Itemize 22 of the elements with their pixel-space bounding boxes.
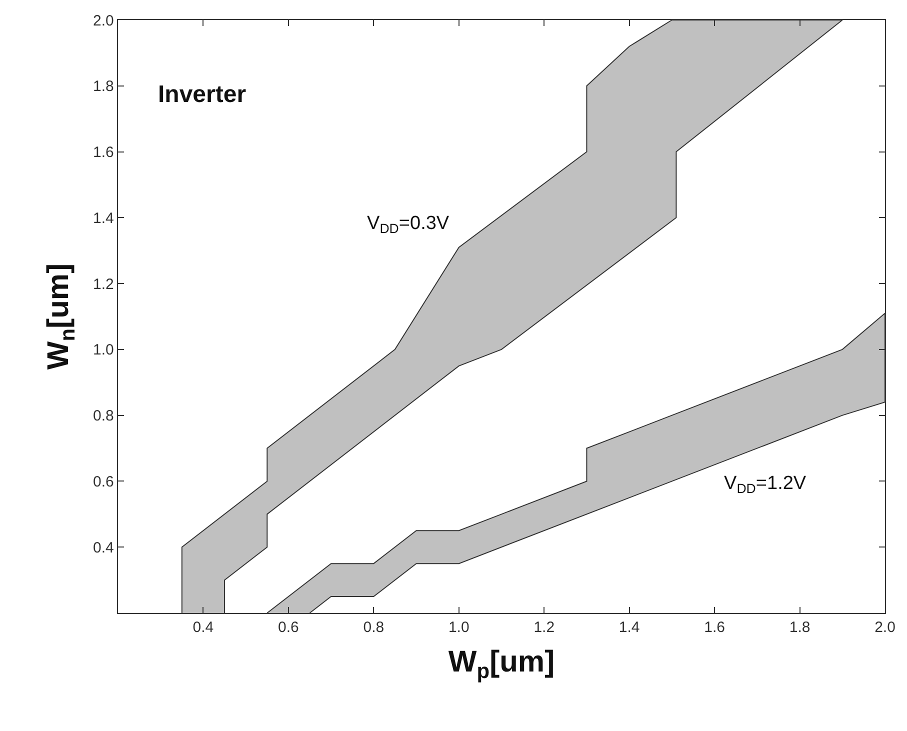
annotation: V$_{DD}$=0.3V <box>367 213 450 236</box>
x-tick-label: 1.2 <box>534 619 555 636</box>
x-tick-label: 1.4 <box>618 619 640 636</box>
y-tick-label: 1.8 <box>93 78 114 96</box>
x-tick-label: 0.4 <box>192 619 214 636</box>
y-tick-label: 1.2 <box>93 276 114 293</box>
annotation: Inverter <box>158 81 246 108</box>
x-tick-label: 0.8 <box>363 619 384 636</box>
y-tick-label: 0.4 <box>93 539 114 556</box>
x-tick-label: 1.8 <box>789 619 810 636</box>
x-axis-title: W$_{p}$[um] <box>448 646 555 683</box>
x-tick-label: 2.0 <box>874 619 896 636</box>
y-tick-label: 0.8 <box>93 408 114 425</box>
x-tick-label: 1.0 <box>448 619 470 636</box>
y-tick-label: 1.4 <box>93 210 114 227</box>
annotation: V$_{DD}$=1.2V <box>724 473 806 496</box>
x-tick-label: 1.6 <box>704 619 725 636</box>
x-tick-label: 0.6 <box>278 619 299 636</box>
y-tick-label: 0.6 <box>93 473 114 490</box>
y-tick-label: 1.6 <box>93 144 114 162</box>
y-tick-label: 2.0 <box>93 12 114 30</box>
y-tick-label: 1.0 <box>93 342 114 359</box>
